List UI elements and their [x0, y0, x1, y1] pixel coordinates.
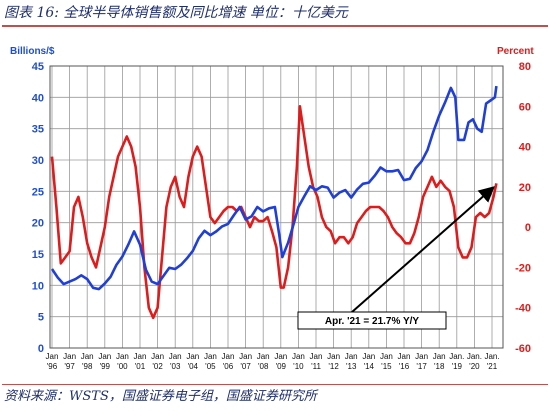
plot-frame: [49, 65, 504, 349]
x-tick-label-top: Jan: [204, 352, 217, 361]
x-tick-label-top: Jan: [98, 352, 111, 361]
x-tick-label-bottom: '13: [346, 362, 357, 371]
annotation-box: [297, 311, 447, 330]
x-tick-label-top: Jan: [169, 352, 182, 361]
left-axis-ticks: 0 5 10 15 20 25 30 35 40 45: [32, 61, 44, 355]
x-axis-ticks: Jan'96Jan'97Jan'98Jan'99Jan'00Jan'01Jan'…: [46, 352, 500, 371]
x-tick-label-bottom: '01: [135, 362, 146, 371]
x-tick-label-top: Jan: [222, 352, 235, 361]
footer-rule: [2, 384, 548, 385]
x-tick-label-bottom: '06: [223, 362, 234, 371]
x-tick-label-bottom: '19: [452, 362, 463, 371]
x-tick-label-bottom: '04: [188, 362, 199, 371]
annotation-label: Apr. '21 = 21.7% Y/Y: [325, 316, 420, 327]
right-tick-label: 40: [519, 142, 531, 154]
grid: [49, 65, 504, 349]
left-tick-label: 10: [32, 280, 44, 292]
right-axis-title: Percent: [497, 46, 534, 57]
right-tick-label: -40: [515, 303, 531, 315]
left-tick-label: 20: [32, 218, 44, 230]
x-tick-label-top: Jan: [186, 352, 199, 361]
x-tick-label-bottom: '05: [205, 362, 216, 371]
left-tick-label: 15: [32, 249, 44, 261]
x-tick-label-bottom: '02: [152, 362, 163, 371]
x-tick-label-bottom: '99: [100, 362, 111, 371]
x-tick-label-top: Jan: [46, 352, 59, 361]
growth-series-line: [50, 105, 498, 320]
right-tick-label: 80: [519, 61, 531, 73]
x-tick-label-top: Jan: [274, 352, 287, 361]
x-tick-label-top: Jan: [327, 352, 340, 361]
left-axis-title: Billions/$: [10, 46, 55, 57]
x-tick-label-bottom: '09: [276, 362, 287, 371]
x-tick-label-top: Jan: [310, 352, 323, 361]
x-tick-label-bottom: '16: [399, 362, 410, 371]
x-tick-label-bottom: '20: [469, 362, 480, 371]
x-tick-label-bottom: '21: [487, 362, 498, 371]
title-rule: [2, 25, 548, 27]
x-tick-label-bottom: '15: [381, 362, 392, 371]
x-tick-label-top: Jan: [398, 352, 411, 361]
left-tick-label: 40: [32, 92, 44, 104]
x-tick-label-bottom: '10: [293, 362, 304, 371]
x-tick-label-top: Jan.: [484, 352, 499, 361]
x-tick-label-bottom: '98: [82, 362, 93, 371]
x-tick-label-top: Jan: [134, 352, 147, 361]
left-tick-label: 35: [32, 124, 44, 136]
sales-series-line: [50, 85, 498, 291]
x-tick-label-top: Jan: [362, 352, 375, 361]
x-tick-label-top: Jan: [151, 352, 164, 361]
x-tick-label-top: Jan: [239, 352, 252, 361]
right-tick-label: 0: [525, 222, 531, 234]
x-tick-label-bottom: '12: [328, 362, 339, 371]
x-tick-label-bottom: '11: [311, 362, 321, 371]
left-tick-label: 5: [38, 312, 44, 324]
annotation-arrow: [351, 186, 495, 313]
left-tick-label: 45: [32, 61, 44, 73]
x-tick-label-top: Jan: [433, 352, 446, 361]
right-tick-label: 20: [519, 182, 531, 194]
x-tick-label-bottom: '14: [364, 362, 375, 371]
x-tick-label-top: Jan: [81, 352, 94, 361]
x-tick-label-top: Jan: [380, 352, 393, 361]
figure-title: 图表 16: 全球半导体销售额及同比增速 单位：十亿美元: [4, 5, 348, 21]
x-tick-label-bottom: '07: [240, 362, 251, 371]
x-tick-label-top: Jan: [415, 352, 428, 361]
left-tick-label: 25: [32, 186, 44, 198]
x-tick-label-top: Jan.: [467, 352, 482, 361]
x-tick-label-bottom: '96: [47, 362, 58, 371]
x-tick-label-bottom: '08: [258, 362, 269, 371]
x-tick-label-top: Jan: [116, 352, 129, 361]
x-tick-label-bottom: '00: [117, 362, 128, 371]
x-tick-label-top: Jan.: [449, 352, 464, 361]
x-tick-label-bottom: '97: [64, 362, 75, 371]
right-tick-label: -20: [515, 262, 531, 274]
x-tick-label-top: Jan: [257, 352, 270, 361]
x-tick-label-top: Jan: [345, 352, 358, 361]
source-note: 资料来源：WSTS，国盛证券电子组，国盛证券研究所: [4, 389, 317, 404]
x-tick-label-bottom: '17: [416, 362, 427, 371]
left-tick-label: 30: [32, 155, 44, 167]
right-axis-ticks: -60 -40 -20 0 20 40 60 80: [515, 61, 531, 355]
x-tick-label-top: Jan: [63, 352, 76, 361]
semiconductor-sales-chart: 0 5 10 15 20 25 30 35 40 45 -60 -40 -20 0 20 40 60 80 Ja…: [10, 46, 534, 371]
left-tick-label: 0: [38, 343, 44, 355]
right-tick-label: 60: [519, 101, 531, 113]
x-tick-label-bottom: '18: [434, 362, 445, 371]
x-tick-label-top: Jan: [292, 352, 305, 361]
right-tick-label: -60: [515, 343, 531, 355]
x-tick-label-bottom: '03: [170, 362, 181, 371]
